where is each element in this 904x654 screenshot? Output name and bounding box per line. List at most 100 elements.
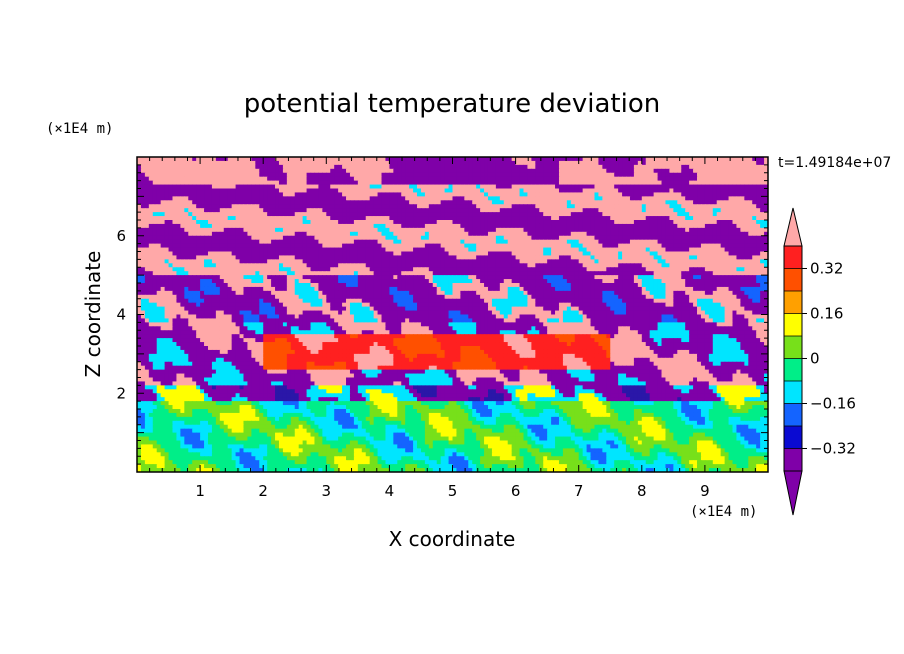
heatmap-cell (637, 251, 643, 257)
heatmap-cell (294, 247, 300, 253)
heatmap-cell (200, 172, 205, 178)
heatmap-cell (578, 192, 584, 197)
heatmap-cell (271, 251, 276, 257)
heatmap-cell (724, 271, 730, 276)
heatmap-cell (140, 239, 146, 245)
heatmap-cell (342, 184, 347, 190)
heatmap-cell (251, 196, 256, 201)
heatmap-cell (204, 192, 209, 197)
heatmap-cell (590, 275, 596, 280)
heatmap-cell (661, 180, 667, 186)
heatmap-cell (712, 263, 718, 268)
heatmap-cell (614, 271, 619, 276)
heatmap-cell (491, 263, 497, 268)
heatmap-cell (641, 275, 647, 280)
heatmap-cell (432, 235, 438, 241)
heatmap-cell (267, 239, 272, 245)
heatmap-cell (278, 212, 284, 217)
heatmap-cell (247, 223, 252, 229)
heatmap-cell (440, 188, 446, 194)
heatmap-cell (578, 271, 584, 276)
heatmap-cell (732, 192, 738, 197)
heatmap-cell (448, 220, 454, 225)
heatmap-cell (598, 172, 603, 178)
heatmap-cell (369, 196, 375, 201)
heatmap-cell (428, 176, 434, 182)
heatmap-cell (503, 275, 509, 280)
heatmap-cell (326, 184, 331, 190)
heatmap-cell (361, 188, 367, 194)
heatmap-cell (251, 243, 256, 249)
heatmap-cell (215, 196, 221, 201)
heatmap-cell (760, 275, 765, 280)
heatmap-cell (239, 168, 245, 174)
heatmap-cell (669, 204, 674, 209)
heatmap-cell (409, 247, 414, 253)
heatmap-cell (444, 188, 450, 194)
heatmap-cell (614, 255, 619, 260)
heatmap-cell (645, 157, 651, 162)
heatmap-cell (302, 263, 308, 268)
heatmap-cell (192, 200, 197, 205)
heatmap-cell (756, 168, 761, 174)
heatmap-cell (357, 212, 363, 217)
heatmap-cell (263, 239, 268, 245)
heatmap-cell (231, 275, 237, 280)
heatmap-cell (689, 192, 694, 197)
heatmap-cell (247, 220, 252, 225)
heatmap-cell (657, 251, 663, 257)
heatmap-cell (172, 216, 178, 221)
heatmap-cell (594, 188, 600, 194)
heatmap-cell (401, 275, 406, 280)
heatmap-cell (527, 172, 532, 178)
heatmap-cell (535, 184, 540, 190)
heatmap-cell (535, 220, 540, 225)
heatmap-cell (732, 164, 738, 170)
heatmap-cell (405, 255, 410, 260)
heatmap-cell (140, 160, 146, 166)
heatmap-cell (338, 168, 343, 174)
heatmap-cell (349, 168, 355, 174)
heatmap-cell (712, 172, 718, 178)
heatmap-cell (507, 239, 513, 245)
heatmap-cell (622, 176, 627, 182)
heatmap-cell (342, 223, 347, 229)
heatmap-cell (539, 271, 544, 276)
heatmap-cell (207, 176, 213, 182)
heatmap-cell (681, 160, 686, 166)
heatmap-cell (137, 184, 142, 190)
heatmap-cell (472, 216, 477, 221)
heatmap-cell (176, 275, 181, 280)
heatmap-cell (673, 255, 678, 260)
heatmap-cell (278, 176, 284, 182)
heatmap-cell (622, 200, 627, 205)
heatmap-cell (641, 172, 647, 178)
heatmap-cell (523, 263, 529, 268)
heatmap-cell (215, 184, 221, 190)
heatmap-cell (160, 200, 166, 205)
heatmap-cell (196, 172, 201, 178)
heatmap-cell (720, 188, 726, 194)
heatmap-cell (227, 176, 233, 182)
heatmap-cell (385, 160, 390, 166)
heatmap-cell (555, 275, 560, 280)
heatmap-cell (641, 160, 647, 166)
heatmap-cell (503, 172, 509, 178)
heatmap-cell (243, 239, 249, 245)
heatmap-cell (622, 275, 627, 280)
heatmap-cell (314, 259, 320, 264)
heatmap-cell (271, 180, 276, 186)
heatmap-cell (397, 180, 402, 186)
heatmap-cell (460, 259, 465, 264)
heatmap-cell (460, 275, 465, 280)
heatmap-cell (708, 227, 714, 233)
heatmap-cell (558, 247, 564, 253)
heatmap-cell (693, 172, 698, 178)
heatmap-cell (207, 208, 213, 213)
heatmap-cell (499, 188, 505, 194)
heatmap-cell (637, 239, 643, 245)
heatmap-cell (452, 227, 458, 233)
heatmap-cell (235, 271, 241, 276)
heatmap-cell (361, 220, 367, 225)
heatmap-cell (377, 180, 383, 186)
